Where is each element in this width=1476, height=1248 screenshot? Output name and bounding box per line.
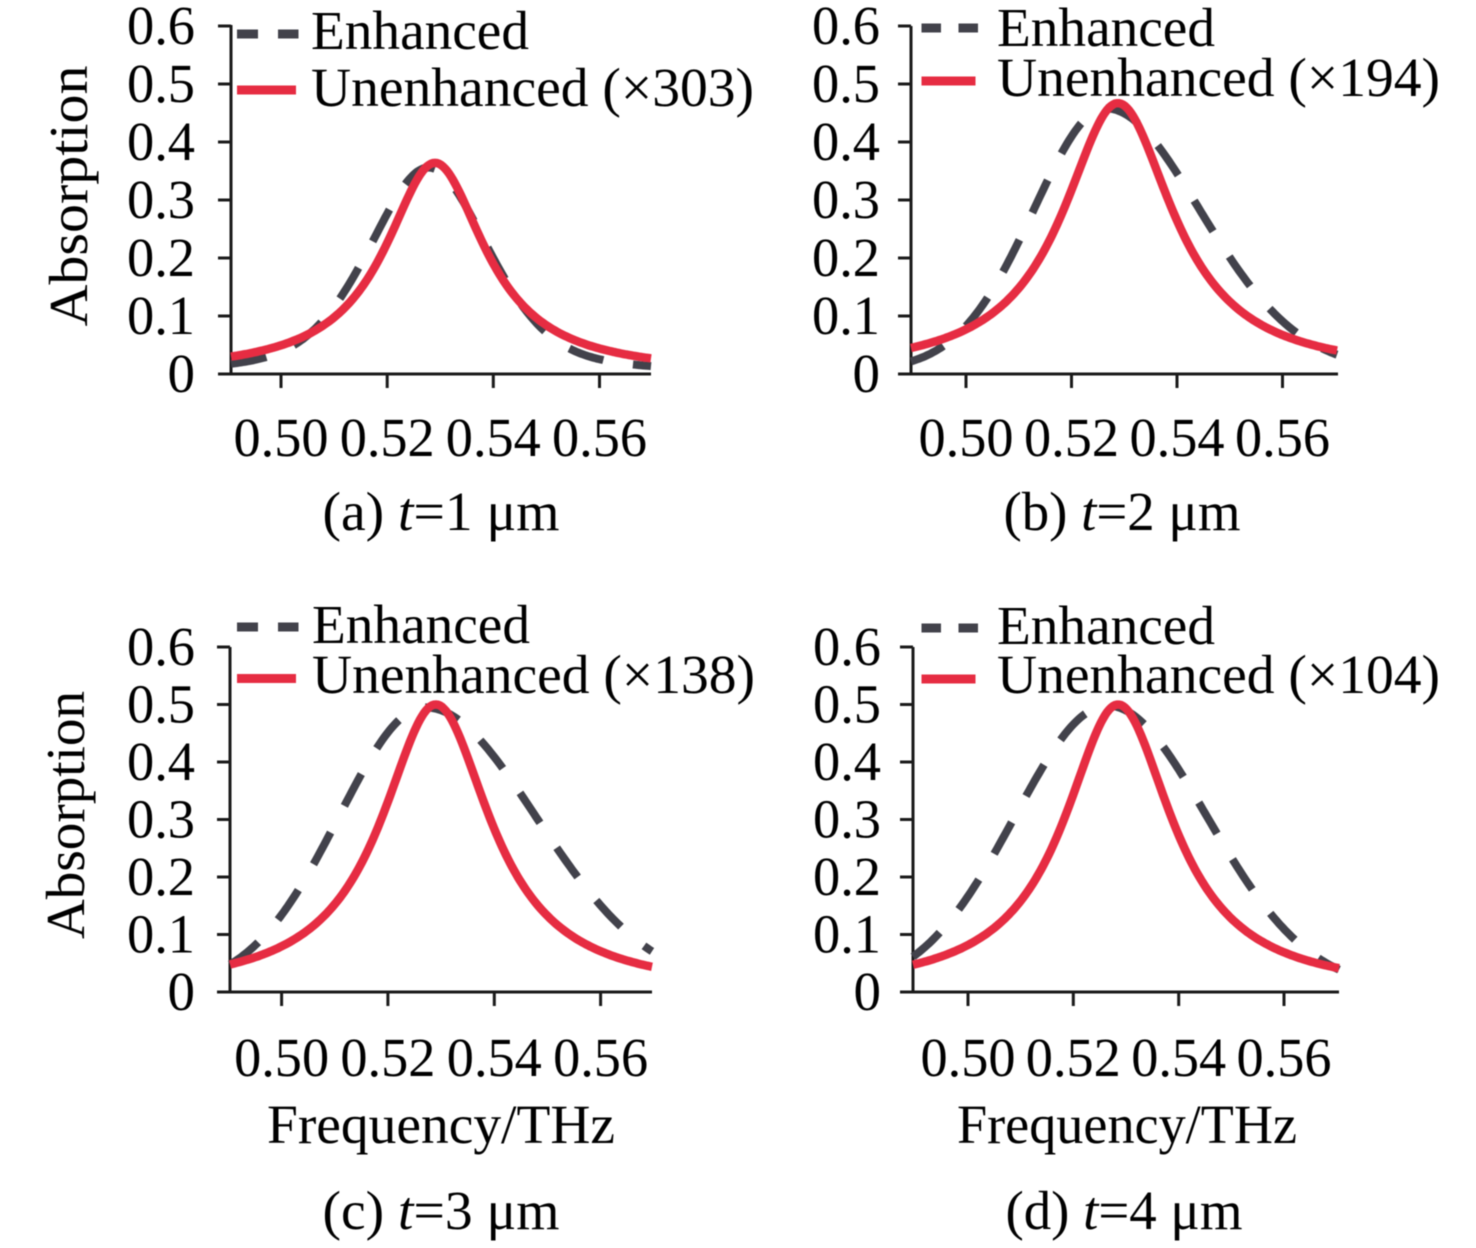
svg-text:Frequency/THz: Frequency/THz <box>957 1094 1297 1155</box>
svg-text:(d) t=4 μm: (d) t=4 μm <box>1006 1180 1243 1241</box>
svg-text:Enhanced: Enhanced <box>311 0 529 61</box>
svg-text:0.5: 0.5 <box>813 674 881 735</box>
svg-text:(b) t=2 μm: (b) t=2 μm <box>1004 481 1241 542</box>
svg-text:(c) t=3 μm: (c) t=3 μm <box>323 1180 560 1241</box>
svg-text:0.1: 0.1 <box>127 285 195 346</box>
svg-text:0.2: 0.2 <box>127 846 195 907</box>
svg-text:0.50: 0.50 <box>234 1027 329 1088</box>
svg-text:0.1: 0.1 <box>812 285 880 346</box>
svg-text:0.3: 0.3 <box>812 169 880 230</box>
svg-text:0.6: 0.6 <box>127 616 195 677</box>
svg-text:0.54: 0.54 <box>446 407 541 468</box>
svg-text:0.2: 0.2 <box>812 227 880 288</box>
svg-text:Unenhanced (×104): Unenhanced (×104) <box>997 644 1440 705</box>
svg-text:0.50: 0.50 <box>234 407 329 468</box>
svg-text:Absorption: Absorption <box>38 66 99 327</box>
svg-text:0.6: 0.6 <box>127 0 195 56</box>
svg-text:0.56: 0.56 <box>552 407 647 468</box>
svg-text:0.52: 0.52 <box>1024 407 1119 468</box>
svg-text:0.56: 0.56 <box>1235 407 1330 468</box>
svg-text:Unenhanced (×303): Unenhanced (×303) <box>311 57 754 118</box>
svg-text:Frequency/THz: Frequency/THz <box>267 1094 615 1155</box>
svg-text:0.52: 0.52 <box>340 1027 435 1088</box>
svg-text:Unenhanced (×138): Unenhanced (×138) <box>312 644 755 705</box>
svg-text:(a) t=1 μm: (a) t=1 μm <box>323 481 560 542</box>
svg-text:0.50: 0.50 <box>921 1027 1016 1088</box>
svg-text:0.1: 0.1 <box>813 904 881 965</box>
svg-text:Absorption: Absorption <box>35 691 96 939</box>
svg-text:0.54: 0.54 <box>1131 1027 1226 1088</box>
svg-text:0.52: 0.52 <box>1026 1027 1121 1088</box>
svg-text:0.5: 0.5 <box>812 53 880 114</box>
svg-text:0.4: 0.4 <box>813 731 881 792</box>
svg-text:0.3: 0.3 <box>127 169 195 230</box>
svg-text:0.1: 0.1 <box>127 904 195 965</box>
svg-text:0.5: 0.5 <box>127 53 195 114</box>
svg-text:0.56: 0.56 <box>553 1027 648 1088</box>
svg-text:0: 0 <box>854 961 882 1022</box>
svg-text:0: 0 <box>168 961 196 1022</box>
svg-text:Enhanced: Enhanced <box>997 0 1215 58</box>
svg-text:0.5: 0.5 <box>127 674 195 735</box>
svg-text:0.4: 0.4 <box>127 111 195 172</box>
svg-text:Enhanced: Enhanced <box>312 594 530 655</box>
svg-text:0.54: 0.54 <box>447 1027 542 1088</box>
svg-text:0.56: 0.56 <box>1237 1027 1332 1088</box>
svg-text:0: 0 <box>853 343 881 404</box>
svg-text:Enhanced: Enhanced <box>997 595 1215 656</box>
svg-text:0.6: 0.6 <box>812 0 880 56</box>
svg-text:0.54: 0.54 <box>1130 407 1225 468</box>
svg-text:0.50: 0.50 <box>919 407 1014 468</box>
svg-text:0.3: 0.3 <box>127 789 195 850</box>
svg-text:0.2: 0.2 <box>813 846 881 907</box>
svg-text:0.4: 0.4 <box>812 111 880 172</box>
svg-text:0.6: 0.6 <box>813 616 881 677</box>
svg-text:0.4: 0.4 <box>127 731 195 792</box>
svg-text:0: 0 <box>168 343 196 404</box>
svg-text:0.2: 0.2 <box>127 227 195 288</box>
svg-text:Unenhanced (×194): Unenhanced (×194) <box>997 47 1440 108</box>
svg-text:0.52: 0.52 <box>340 407 435 468</box>
svg-text:0.3: 0.3 <box>813 789 881 850</box>
